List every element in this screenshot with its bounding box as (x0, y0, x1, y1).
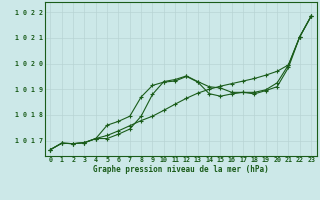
X-axis label: Graphe pression niveau de la mer (hPa): Graphe pression niveau de la mer (hPa) (93, 165, 269, 174)
